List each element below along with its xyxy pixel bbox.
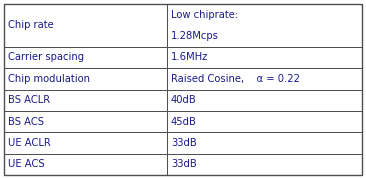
Text: 33dB: 33dB — [171, 138, 197, 148]
Text: 45dB: 45dB — [171, 117, 197, 127]
Text: Low chiprate:: Low chiprate: — [171, 10, 238, 20]
Text: 33dB: 33dB — [171, 159, 197, 169]
Text: UE ACS: UE ACS — [8, 159, 45, 169]
Bar — [4, 4, 167, 47]
Text: Chip modulation: Chip modulation — [8, 74, 90, 84]
Bar — [167, 4, 362, 47]
Text: BS ACS: BS ACS — [8, 117, 44, 127]
Text: 1.6MHz: 1.6MHz — [171, 52, 208, 62]
Text: Raised Cosine,    α = 0.22: Raised Cosine, α = 0.22 — [171, 74, 300, 84]
Bar — [167, 47, 362, 68]
Bar — [4, 47, 167, 68]
Bar — [4, 111, 167, 132]
Bar — [167, 111, 362, 132]
Text: 1.28Mcps: 1.28Mcps — [171, 31, 219, 41]
Bar — [4, 68, 167, 90]
Text: Chip rate: Chip rate — [8, 20, 54, 30]
Text: BS ACLR: BS ACLR — [8, 95, 50, 105]
Bar — [167, 68, 362, 90]
Bar — [4, 90, 167, 111]
Bar — [167, 154, 362, 175]
Text: Carrier spacing: Carrier spacing — [8, 52, 84, 62]
Bar — [4, 132, 167, 154]
Bar — [4, 154, 167, 175]
Text: 40dB: 40dB — [171, 95, 197, 105]
Bar — [167, 90, 362, 111]
Text: UE ACLR: UE ACLR — [8, 138, 51, 148]
Bar — [167, 132, 362, 154]
